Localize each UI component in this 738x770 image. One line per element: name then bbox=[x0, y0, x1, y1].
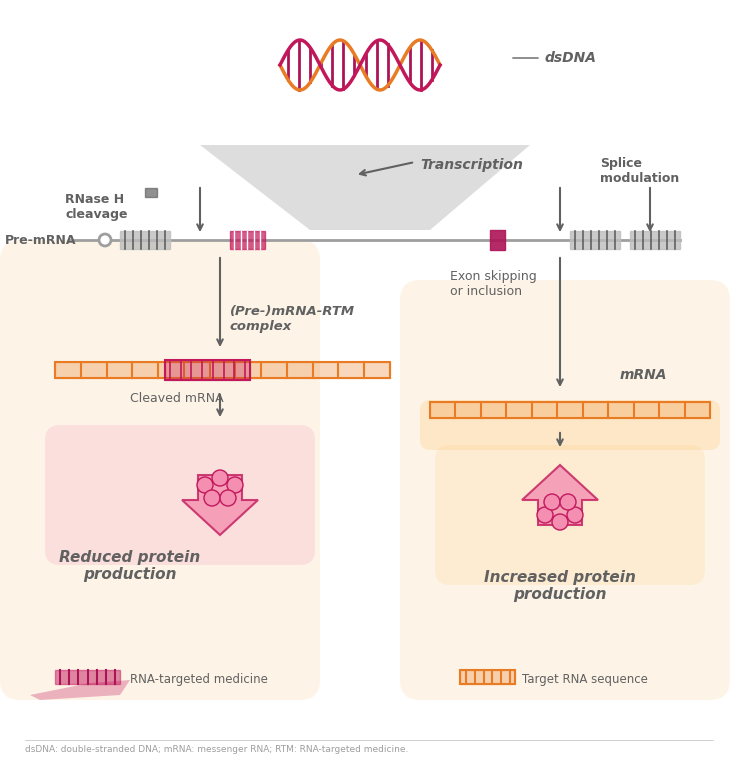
Bar bbox=[430, 402, 710, 418]
Text: Reduced protein
production: Reduced protein production bbox=[59, 550, 201, 582]
Text: RNase H
cleavage: RNase H cleavage bbox=[65, 193, 128, 221]
Bar bbox=[55, 362, 390, 378]
Bar bbox=[460, 670, 515, 684]
Bar bbox=[165, 360, 250, 380]
Circle shape bbox=[544, 494, 560, 510]
Text: Exon skipping
or inclusion: Exon skipping or inclusion bbox=[450, 270, 537, 298]
Polygon shape bbox=[182, 475, 258, 535]
Circle shape bbox=[197, 477, 213, 493]
Bar bbox=[55, 670, 120, 684]
FancyBboxPatch shape bbox=[420, 400, 720, 450]
Circle shape bbox=[212, 470, 228, 486]
Circle shape bbox=[227, 477, 243, 493]
FancyBboxPatch shape bbox=[435, 445, 705, 585]
Text: Splice
modulation: Splice modulation bbox=[600, 157, 679, 185]
Circle shape bbox=[99, 234, 111, 246]
Circle shape bbox=[537, 507, 553, 523]
FancyBboxPatch shape bbox=[400, 280, 730, 700]
Text: dsDNA: dsDNA bbox=[545, 51, 597, 65]
Polygon shape bbox=[522, 465, 598, 525]
Circle shape bbox=[567, 507, 583, 523]
Text: Pre-mRNA: Pre-mRNA bbox=[5, 233, 77, 246]
Bar bbox=[55, 362, 390, 378]
Bar bbox=[460, 670, 515, 684]
Bar bbox=[570, 231, 620, 249]
Circle shape bbox=[552, 514, 568, 530]
Circle shape bbox=[204, 490, 220, 506]
Bar bbox=[165, 360, 250, 380]
Bar bbox=[145, 188, 157, 197]
Text: Cleaved mRNA: Cleaved mRNA bbox=[130, 392, 224, 405]
Bar bbox=[630, 231, 680, 249]
Circle shape bbox=[220, 490, 236, 506]
Text: Increased protein
production: Increased protein production bbox=[484, 570, 636, 602]
Text: RNA-targeted medicine: RNA-targeted medicine bbox=[130, 672, 268, 685]
Bar bbox=[230, 231, 265, 249]
Bar bbox=[430, 402, 710, 418]
FancyBboxPatch shape bbox=[45, 425, 315, 565]
Text: dsDNA: double-stranded DNA; mRNA: messenger RNA; RTM: RNA-targeted medicine.: dsDNA: double-stranded DNA; mRNA: messen… bbox=[25, 745, 408, 754]
Circle shape bbox=[560, 494, 576, 510]
Text: Target RNA sequence: Target RNA sequence bbox=[522, 672, 648, 685]
FancyBboxPatch shape bbox=[0, 240, 320, 700]
Text: Transcription: Transcription bbox=[420, 158, 523, 172]
Polygon shape bbox=[200, 145, 530, 230]
Bar bbox=[120, 231, 170, 249]
Text: mRNA: mRNA bbox=[620, 368, 667, 382]
Bar bbox=[490, 230, 505, 250]
Polygon shape bbox=[30, 680, 130, 700]
Text: (Pre-)mRNA-RTM
complex: (Pre-)mRNA-RTM complex bbox=[230, 305, 355, 333]
